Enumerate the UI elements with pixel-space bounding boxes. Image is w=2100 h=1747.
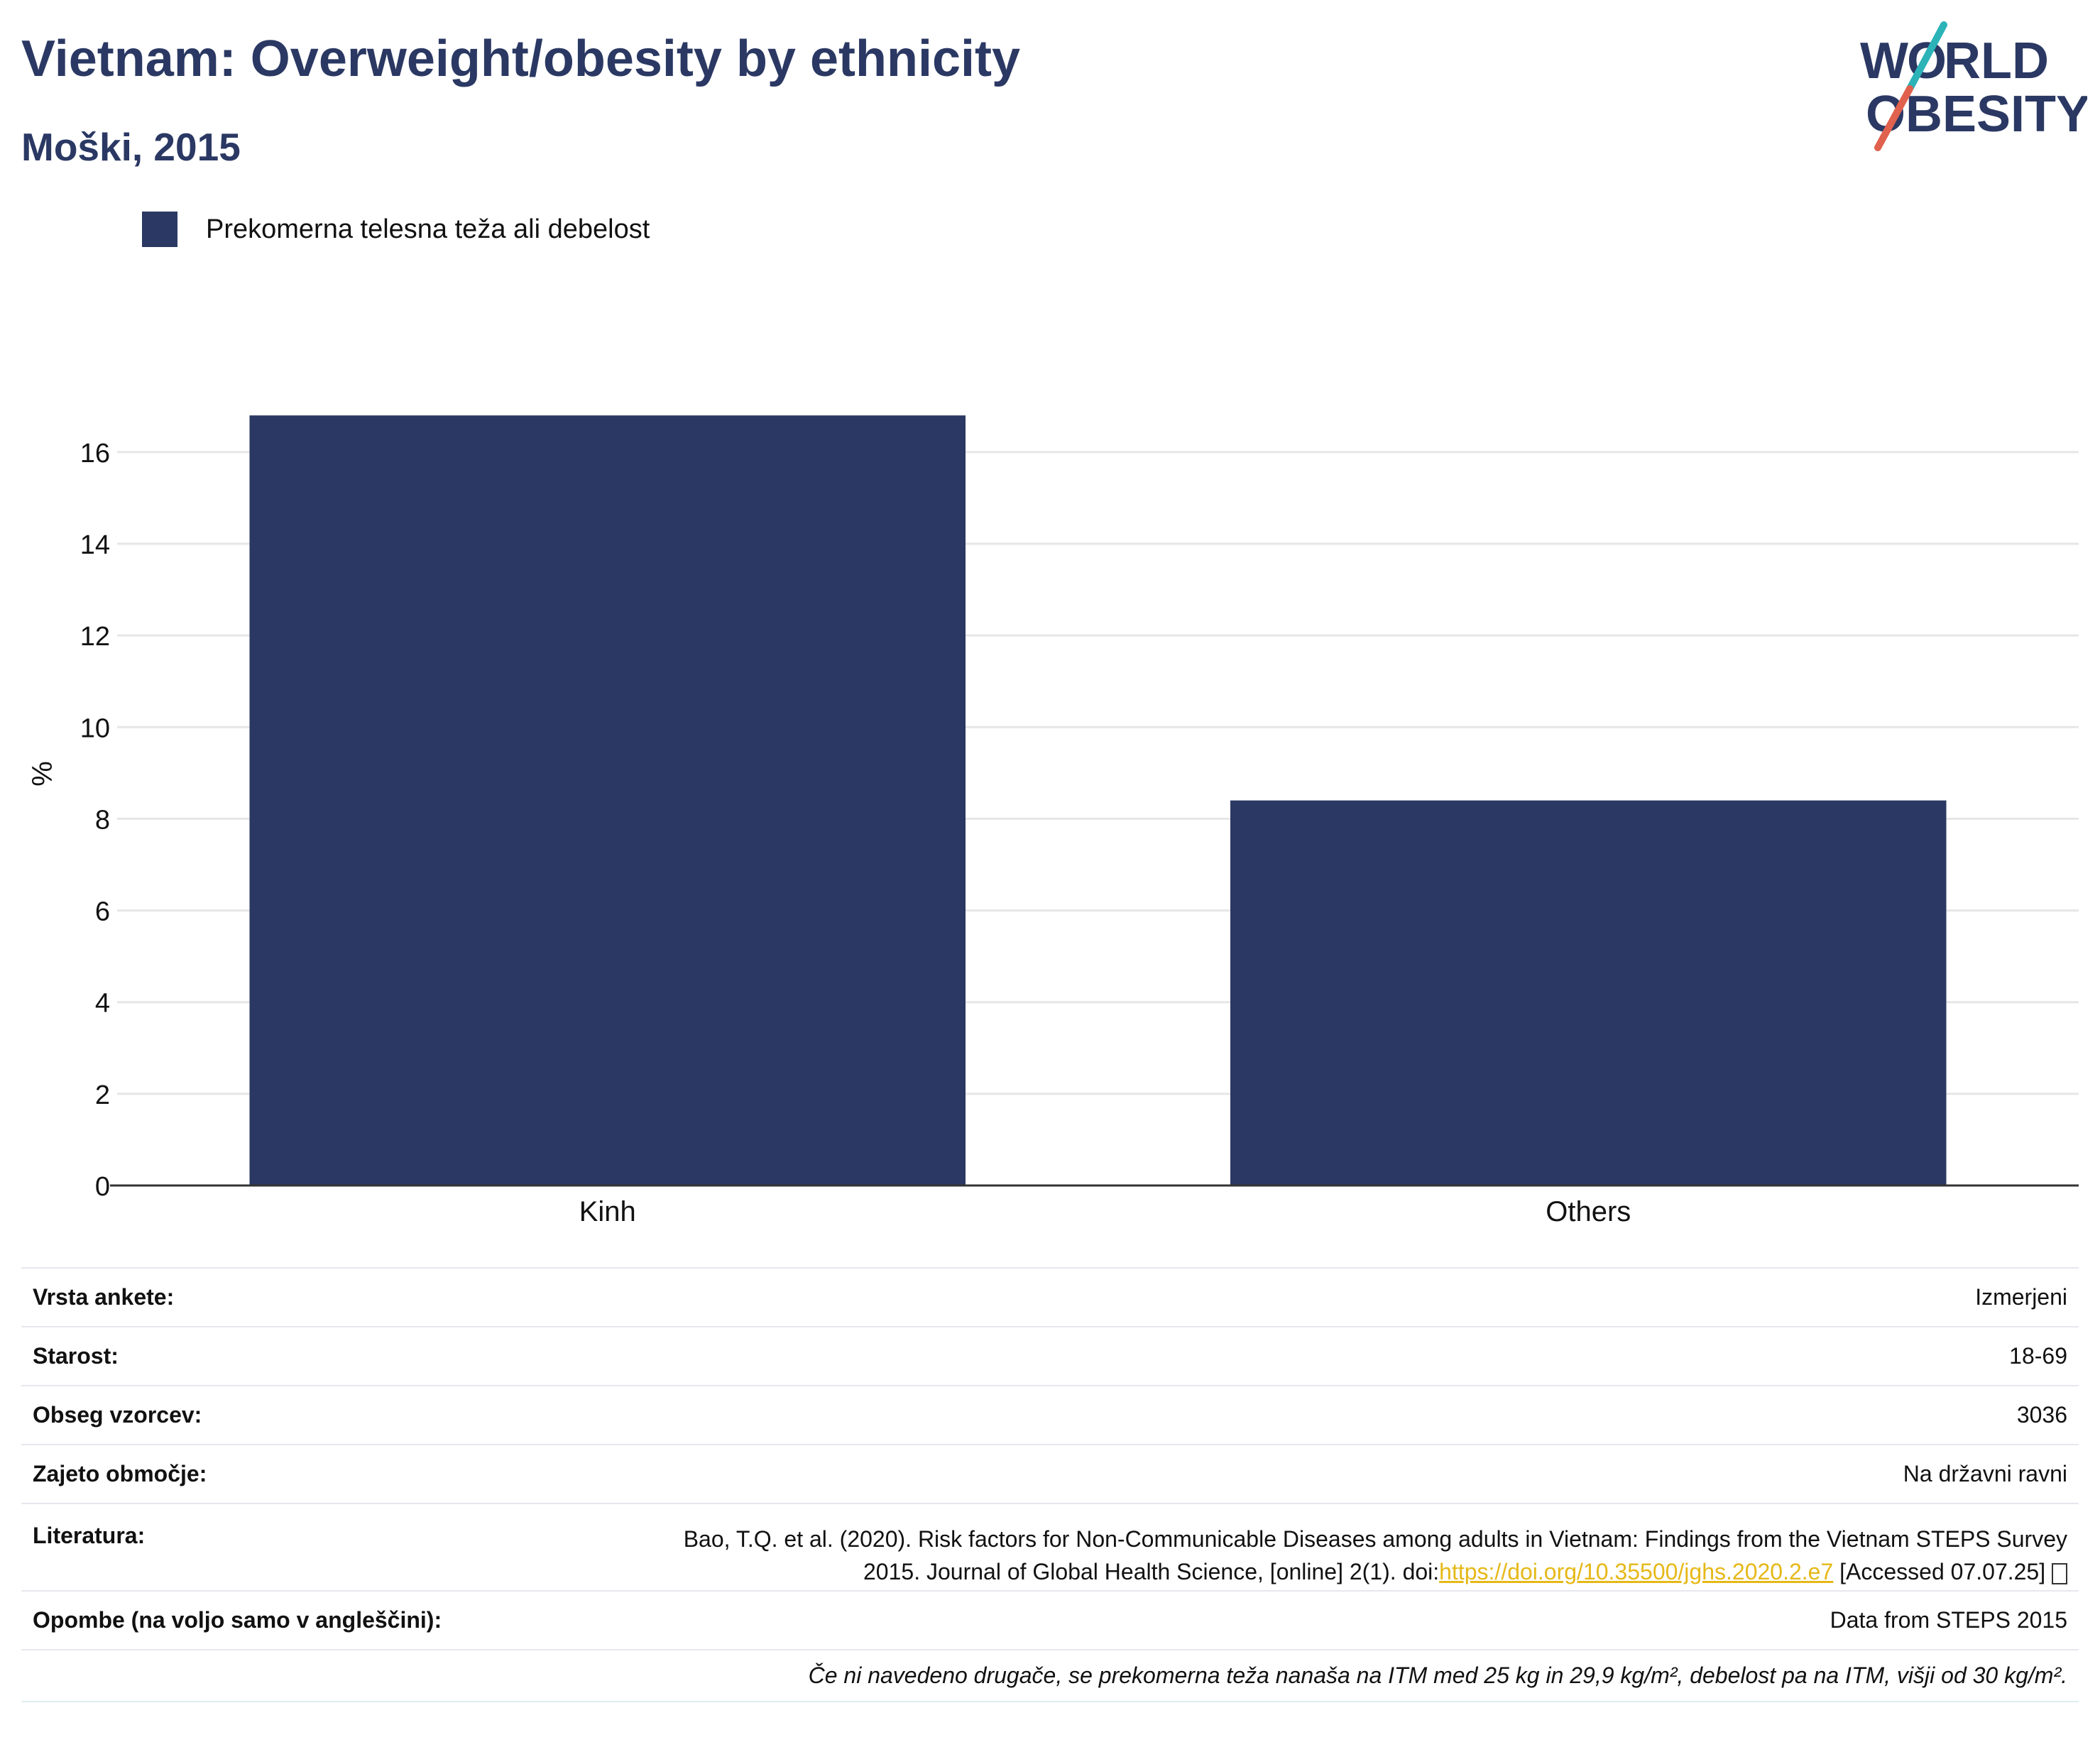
survey-type-label: Vrsta ankete:	[33, 1284, 175, 1310]
y-tick-label: 2	[95, 1080, 110, 1110]
info-row-age: Starost: 18-69	[21, 1326, 2079, 1385]
info-row-survey-type: Vrsta ankete: Izmerjeni	[21, 1267, 2079, 1326]
svg-text:RLD: RLD	[1944, 33, 2049, 89]
y-tick-label: 0	[95, 1172, 110, 1202]
reference-line-1: Bao, T.Q. et al. (2020). Risk factors fo…	[683, 1526, 2067, 1552]
legend-label: Prekomerna telesna teža ali debelost	[206, 214, 650, 244]
external-link-icon[interactable]	[2052, 1562, 2067, 1584]
info-table: Vrsta ankete: Izmerjeni Starost: 18-69 O…	[21, 1267, 2079, 1702]
info-row-sample: Obseg vzorcev: 3036	[21, 1385, 2079, 1444]
y-tick-label: 10	[80, 713, 110, 743]
info-row-notes: Opombe (na voljo samo v angleščini): Dat…	[21, 1590, 2079, 1649]
legend-swatch	[142, 212, 177, 247]
age-value: 18-69	[2009, 1343, 2067, 1369]
chart-legend[interactable]: Prekomerna telesna teža ali debelost	[142, 212, 650, 247]
x-tick-label: Kinh	[579, 1196, 636, 1227]
bmi-footnote: Če ni navedeno drugače, se prekomerna te…	[21, 1649, 2079, 1702]
svg-text:W: W	[1860, 33, 1908, 89]
world-obesity-logo[interactable]: W O RLD OBESITY	[1846, 21, 2087, 156]
info-row-area: Zajeto območje: Na državni ravni	[21, 1444, 2079, 1503]
bar-chart: 0 2 4 6 8 10 12 14 16 Kinh Others	[80, 415, 2079, 1227]
info-row-reference: Literatura: Bao, T.Q. et al. (2020). Ris…	[21, 1503, 2079, 1590]
y-tick-label: 8	[95, 805, 110, 835]
reference-line-2: 2015. Journal of Global Health Science, …	[863, 1559, 1440, 1584]
age-label: Starost:	[33, 1343, 119, 1369]
notes-label: Opombe (na voljo samo v angleščini):	[33, 1607, 442, 1633]
bar-kinh	[249, 415, 966, 1186]
area-value: Na državni ravni	[1903, 1461, 2067, 1486]
reference-accessed: [Accessed 07.07.25]	[1833, 1559, 2052, 1584]
x-tick-label: Others	[1546, 1196, 1631, 1227]
sample-value: 3036	[2016, 1402, 2067, 1428]
bar-others	[1230, 800, 1947, 1185]
y-tick-label: 4	[95, 989, 110, 1019]
y-tick-label: 16	[80, 439, 110, 469]
area-label: Zajeto območje:	[33, 1461, 207, 1486]
page-subtitle: Moški, 2015	[21, 125, 241, 169]
sample-label: Obseg vzorcev:	[33, 1402, 202, 1428]
reference-value: Bao, T.Q. et al. (2020). Risk factors fo…	[434, 1523, 2067, 1588]
page-title: Vietnam: Overweight/obesity by ethnicity	[21, 31, 1021, 87]
y-tick-label: 14	[80, 530, 110, 560]
notes-value: Data from STEPS 2015	[1830, 1607, 2067, 1633]
y-tick-label: 6	[95, 897, 110, 927]
survey-type-value: Izmerjeni	[1975, 1284, 2067, 1310]
reference-label: Literatura:	[33, 1523, 146, 1548]
y-tick-label: 12	[80, 622, 110, 652]
reference-doi-link[interactable]: https://doi.org/10.35500/jghs.2020.2.e7	[1439, 1559, 1834, 1584]
